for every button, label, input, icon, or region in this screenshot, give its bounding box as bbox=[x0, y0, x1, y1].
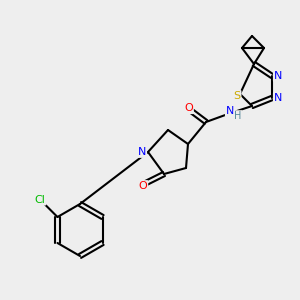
Text: H: H bbox=[234, 111, 242, 121]
Text: O: O bbox=[139, 181, 147, 191]
Text: N: N bbox=[226, 106, 234, 116]
Text: S: S bbox=[233, 91, 241, 101]
Text: Cl: Cl bbox=[34, 195, 46, 205]
Text: N: N bbox=[274, 71, 282, 81]
Text: N: N bbox=[138, 147, 146, 157]
Text: N: N bbox=[274, 93, 282, 103]
Text: O: O bbox=[184, 103, 193, 113]
